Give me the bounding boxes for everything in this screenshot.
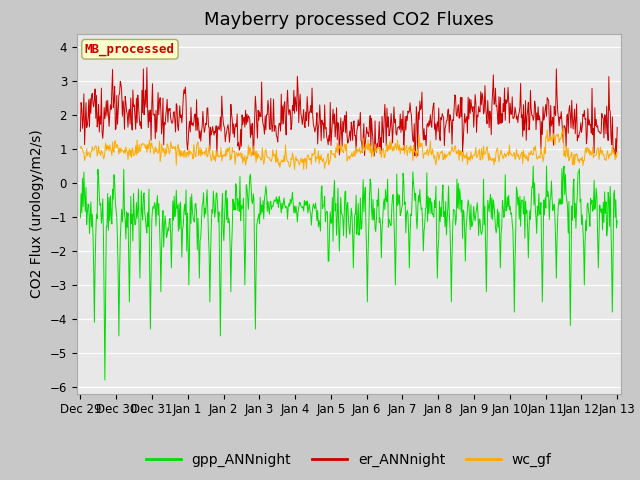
Title: Mayberry processed CO2 Fluxes: Mayberry processed CO2 Fluxes xyxy=(204,11,493,29)
Legend: gpp_ANNnight, er_ANNnight, wc_gf: gpp_ANNnight, er_ANNnight, wc_gf xyxy=(140,447,557,473)
Text: MB_processed: MB_processed xyxy=(85,43,175,56)
Y-axis label: CO2 Flux (urology/m2/s): CO2 Flux (urology/m2/s) xyxy=(30,129,44,298)
